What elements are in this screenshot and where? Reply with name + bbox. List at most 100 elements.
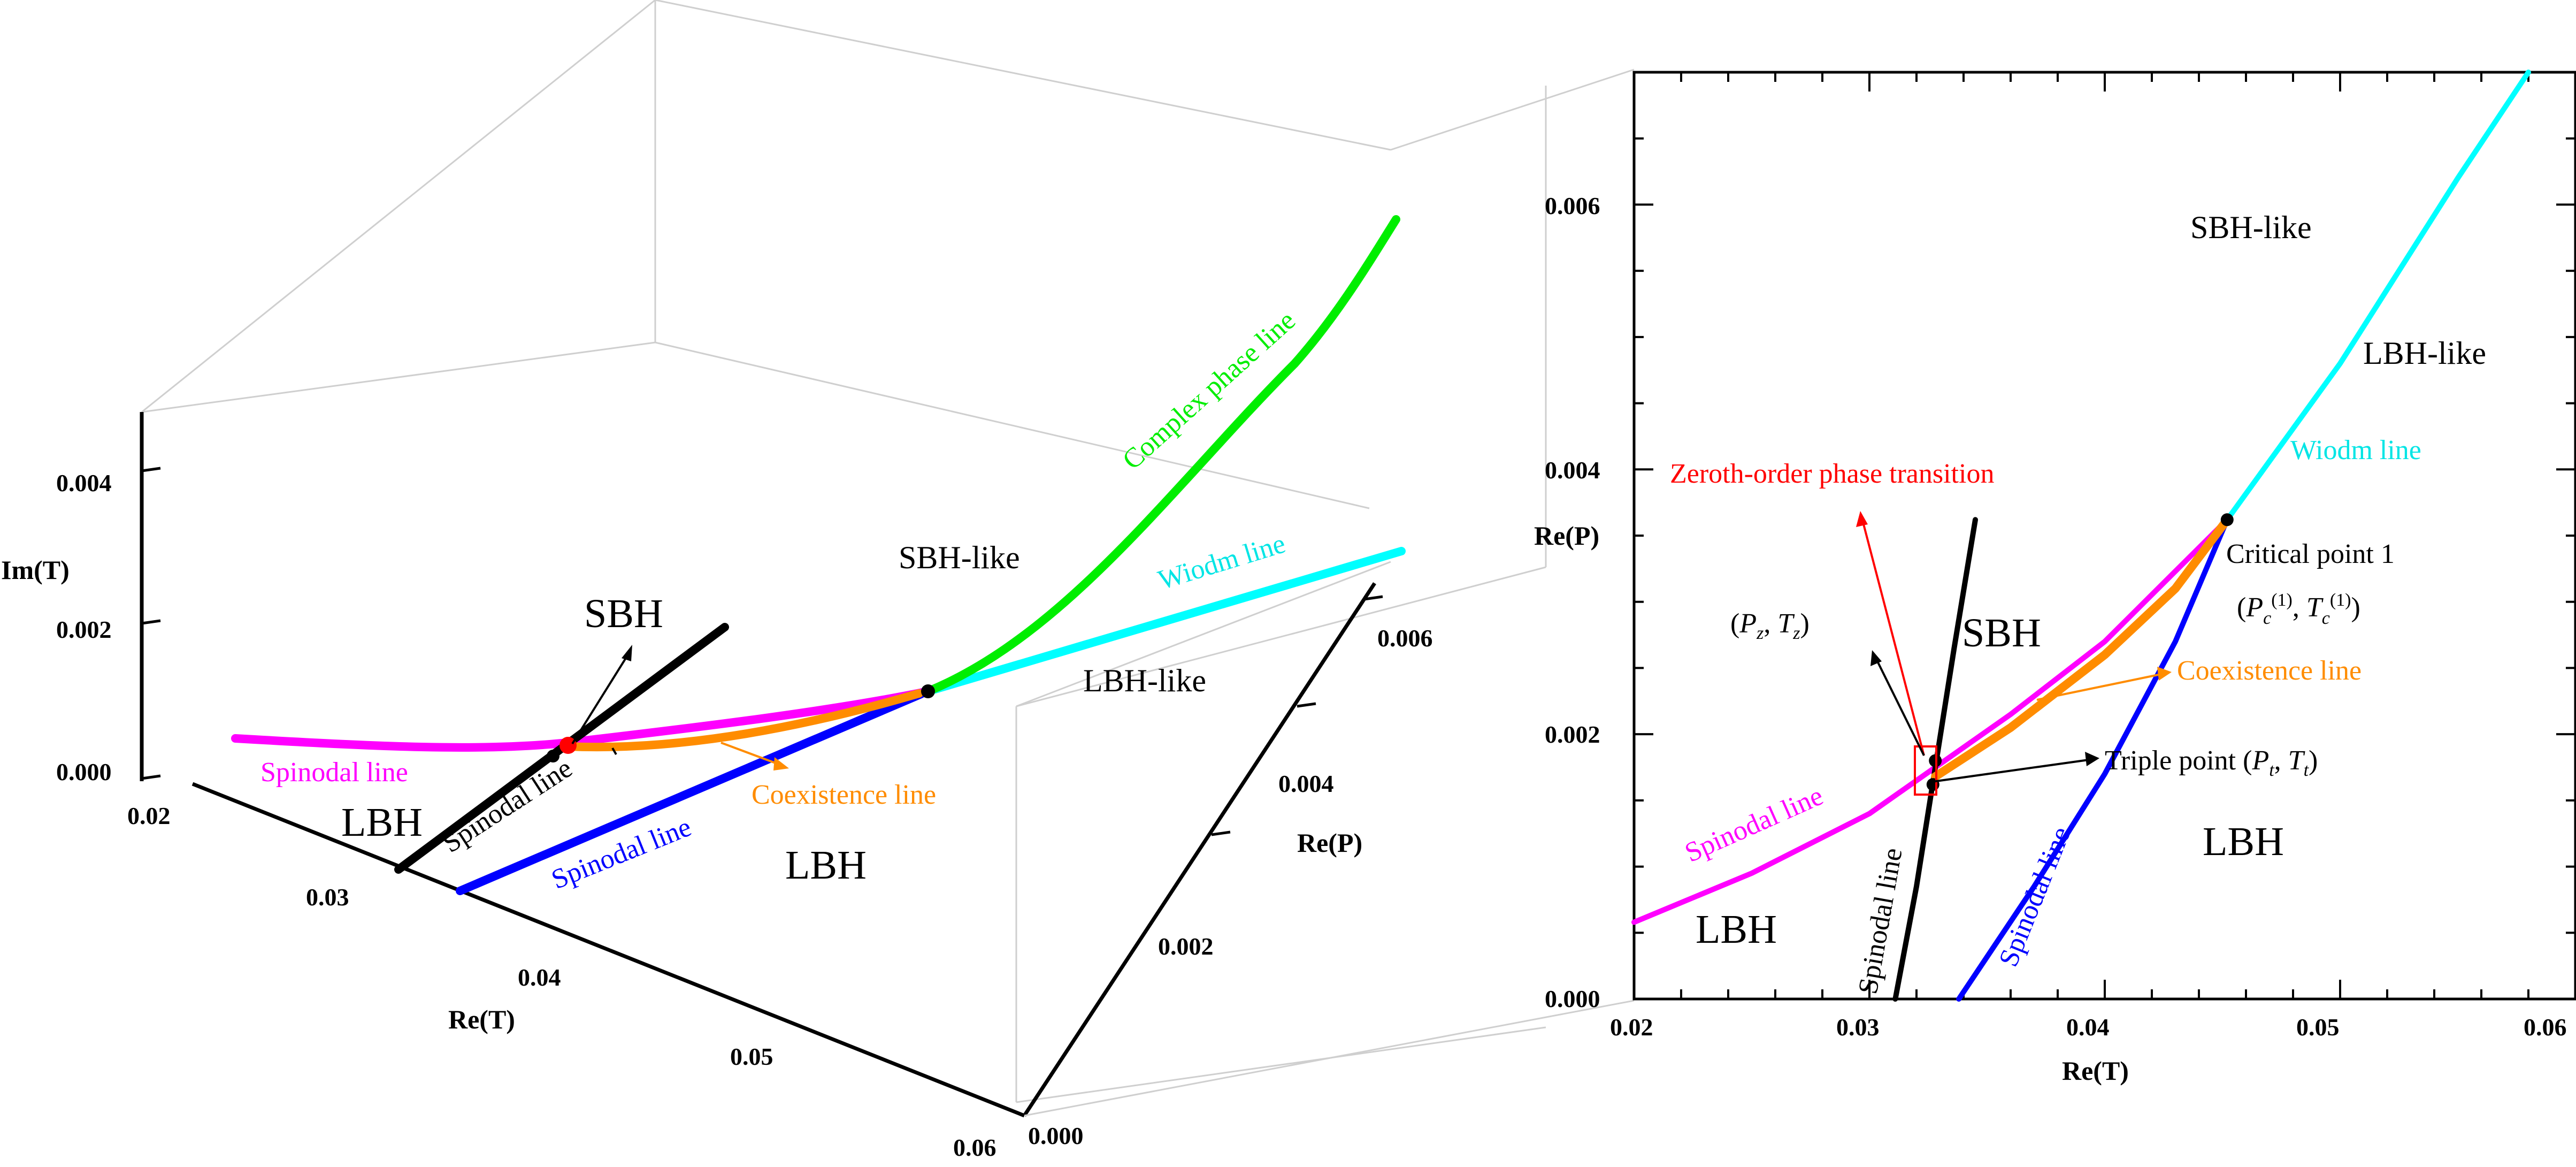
box-edge	[141, 341, 656, 413]
spinodal-pink-label-3d: Spinodal line	[260, 757, 408, 788]
box-back-edges	[141, 0, 1547, 1103]
box-edge	[655, 341, 1370, 509]
spinodal-black-label-3d: Spinodal line	[437, 753, 577, 859]
pz-T-sub: z	[1792, 623, 1800, 643]
y-tick-mark	[1297, 702, 1316, 708]
box-front-axes	[140, 412, 1376, 1118]
points-3d	[547, 684, 935, 762]
x-tick-label-2d: 0.04	[2066, 1013, 2110, 1041]
spinodal-line-blue-3d	[456, 690, 925, 895]
series-line-wiodm-line-4	[2224, 70, 2531, 523]
arrow-coexistence-2d	[2036, 673, 2161, 701]
triple-point-text: Triple point	[2105, 745, 2236, 776]
critical-point-T-sub: c	[2322, 608, 2330, 628]
z-tick-mark	[141, 774, 161, 780]
critical-point-T-sup: (1)	[2330, 590, 2351, 610]
pz-tz-label: (Pz, Tz)	[1730, 608, 1810, 643]
lbh-left-label-3d: LBH	[341, 800, 423, 845]
critical-point-P-sub: c	[2263, 608, 2271, 628]
arrowhead	[1870, 650, 1882, 666]
y-ticks: 0.000 0.002 0.004 0.006 Re(P)	[1028, 595, 1433, 1149]
triple-P: P	[2251, 745, 2269, 776]
y-tick-label: 0.004	[1278, 770, 1334, 797]
x-ticks: 0.02 0.03 0.04 0.05 0.06 Re(T)	[127, 802, 996, 1161]
arrow-zeroth-order	[1861, 520, 1925, 756]
arrow-coexistence	[720, 742, 779, 765]
x-tick-label: 0.03	[306, 883, 349, 911]
arrow-triple-point	[1928, 759, 2089, 783]
y-tick-mark	[1211, 830, 1231, 836]
coexistence-label-2d: Coexistence line	[2177, 655, 2362, 686]
lbh-like-label-2d: LBH-like	[2363, 335, 2486, 371]
critical-point-label: Critical point 1	[2226, 539, 2395, 569]
y-ticks-2d	[1634, 71, 2575, 1000]
box-edge	[141, 0, 656, 413]
arrows-3d	[571, 645, 789, 771]
pz-P-sub: z	[1756, 623, 1764, 643]
arrowhead	[622, 645, 632, 661]
box-edge	[655, 0, 1391, 151]
z-tick-label: 0.000	[56, 758, 112, 785]
spinodal-pink-label-2d: Spinodal line	[1681, 781, 1828, 868]
y-tick-label: 0.002	[1158, 933, 1214, 960]
lbh-right-label-3d: LBH	[785, 843, 867, 888]
box-edge	[1016, 561, 1391, 707]
arrowhead	[773, 757, 789, 771]
zoom-box-2d	[1914, 745, 1937, 796]
box-edge	[1016, 566, 1546, 707]
series-line-spinodal-line-0	[1631, 517, 2230, 925]
y-axis-label: Re(P)	[1297, 828, 1362, 858]
series-line-spinodal-line-2	[1956, 517, 2230, 1002]
spinodal-blue-label-2d: Spinodal line	[1993, 822, 2076, 971]
sbh-label-2d: SBH	[1962, 611, 2041, 655]
arrow-pz-tz	[1875, 659, 1925, 756]
sbh-label-3d: SBH	[584, 591, 663, 636]
triple-P-sub: t	[2269, 760, 2275, 780]
zeroth-order-label: Zeroth-order phase transition	[1670, 459, 1994, 489]
z-tick-mark	[141, 467, 161, 472]
pz-P: P	[1739, 608, 1757, 639]
y-tick-label-2d: 0.002	[1545, 721, 1600, 748]
panel-3d: 0.000 0.002 0.004 Im(T) 0.02 0.03 0.04 0…	[1, 0, 1547, 1161]
arrow-spinodal-black	[611, 747, 617, 756]
x-tick-label-2d: 0.05	[2296, 1013, 2340, 1041]
y-tick-label-2d: 0.006	[1545, 192, 1600, 219]
coexistence-line-3d	[564, 689, 923, 752]
z-ticks: 0.000 0.002 0.004 Im(T)	[1, 467, 161, 785]
x-axis-label: Re(T)	[448, 1004, 515, 1034]
arrowhead	[2085, 752, 2099, 766]
pz-T: T	[1777, 608, 1795, 639]
triple-T: T	[2288, 745, 2305, 776]
coexistence-label-3d: Coexistence line	[752, 780, 936, 810]
curves-2d	[1631, 70, 2531, 1002]
wiodm-line-label-3d: Wiodm line	[1155, 528, 1289, 596]
point-critical-point-1	[2220, 513, 2234, 527]
arrowhead	[2157, 667, 2172, 681]
zeroth-order-point-3d	[559, 737, 577, 754]
y-axis-line	[1023, 582, 1376, 1117]
y-tick-label: 0.006	[1377, 624, 1433, 652]
x-tick-label: 0.02	[127, 802, 171, 829]
box-edge	[1016, 1026, 1546, 1103]
critical-point-P-sup: (1)	[2271, 590, 2293, 610]
triple-T-sub: t	[2304, 760, 2310, 780]
z-tick-label: 0.002	[56, 616, 112, 643]
lbh-right-label-2d: LBH	[2203, 819, 2284, 864]
lbh-left-label-2d: LBH	[1696, 907, 1777, 952]
x-tick-label-2d: 0.02	[1610, 1013, 1653, 1041]
critical-point-P: P	[2245, 592, 2263, 623]
y-axis-label-2d: Re(P)	[1534, 521, 1599, 551]
triple-point-3d	[547, 750, 559, 762]
x-tick-label-2d: 0.06	[2524, 1013, 2567, 1041]
x-axis-line	[191, 782, 1025, 1118]
arrow-sbh	[571, 653, 630, 745]
series-line-coexistence-line-3	[1931, 515, 2232, 781]
labels-3d: SBH LBH LBH SBH-like LBH-like Complex ph…	[260, 305, 1301, 895]
connector-line	[1024, 1000, 1635, 1117]
arrows-2d	[1856, 511, 2172, 783]
x-tick-label: 0.04	[518, 964, 561, 991]
arrowhead	[1856, 511, 1868, 527]
connector-line	[1390, 68, 1635, 151]
critical-point-coords: (Pc(1), Tc(1))	[2237, 590, 2360, 628]
x-axis-label-2d: Re(T)	[2062, 1056, 2129, 1086]
